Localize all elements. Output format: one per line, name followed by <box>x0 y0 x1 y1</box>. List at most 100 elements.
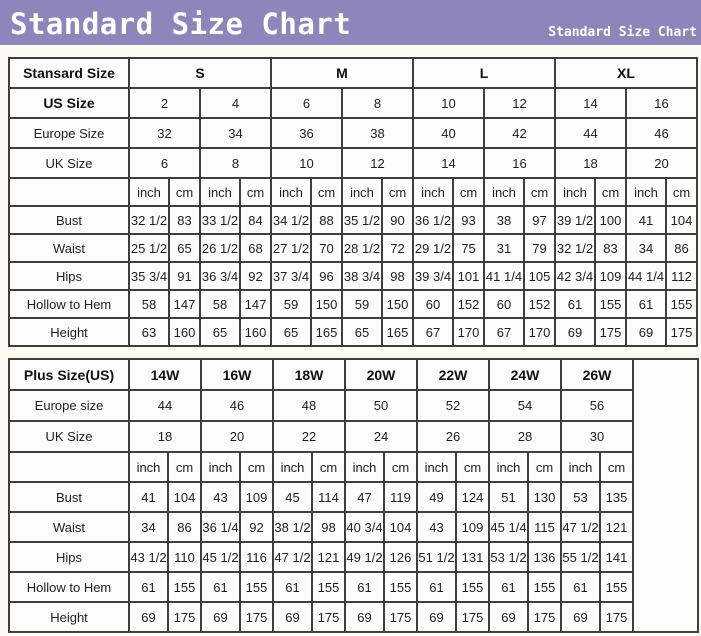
measure-value-cell: 104 <box>665 205 698 235</box>
row-label-cell: Hips <box>8 261 130 291</box>
row-label-cell: Europe size <box>8 389 130 422</box>
row-label-cell: Hips <box>8 541 130 573</box>
size-group-cell: XL <box>554 57 698 89</box>
unit-cell: cm <box>239 451 274 483</box>
plus-size-table: Plus Size(US) 14W 16W 18W 20W 22W 24W 26W Europe… <box>8 358 699 633</box>
measure-value-cell: 109 <box>594 261 627 291</box>
measure-value-cell: 155 <box>599 571 634 603</box>
row-label-cell: Europe Size <box>8 117 130 149</box>
size-group-cell: 14W <box>128 358 202 391</box>
measure-value-cell: 40 3/4 <box>344 511 385 543</box>
measure-value-cell: 67 <box>483 317 525 347</box>
measure-value-cell: 61 <box>344 571 385 603</box>
measure-value-cell: 43 1/2 <box>128 541 169 573</box>
row-label-cell: UK Size <box>8 147 130 179</box>
measure-value-cell: 147 <box>168 289 201 319</box>
measure-value-cell: 175 <box>383 601 418 633</box>
row-label-cell: Bust <box>8 205 130 235</box>
unit-cell: inch <box>344 451 385 483</box>
row-label-cell: UK Size <box>8 420 130 453</box>
unit-cell: inch <box>560 451 601 483</box>
unit-cell: inch <box>128 451 169 483</box>
measure-value-cell: 67 <box>412 317 454 347</box>
size-value-cell: 12 <box>341 147 414 179</box>
measure-value-cell: 110 <box>167 541 202 573</box>
unit-cell: cm <box>452 177 485 207</box>
unit-cell: cm <box>599 451 634 483</box>
measure-value-cell: 45 1/4 <box>488 511 529 543</box>
measure-value-cell: 29 1/2 <box>412 233 454 263</box>
measure-value-cell: 155 <box>311 571 346 603</box>
measure-value-cell: 155 <box>665 289 698 319</box>
measure-value-cell: 36 1/2 <box>412 205 454 235</box>
measure-value-cell: 92 <box>239 261 272 291</box>
measure-value-cell: 69 <box>488 601 529 633</box>
measure-value-cell: 175 <box>599 601 634 633</box>
measure-value-cell: 155 <box>527 571 562 603</box>
measure-value-cell: 55 1/2 <box>560 541 601 573</box>
size-value-cell: 6 <box>128 147 201 179</box>
unit-cell: cm <box>523 177 556 207</box>
size-value-cell: 34 <box>199 117 272 149</box>
measure-value-cell: 119 <box>383 481 418 513</box>
measure-value-cell: 175 <box>311 601 346 633</box>
measure-value-cell: 42 3/4 <box>554 261 596 291</box>
measure-value-cell: 109 <box>455 511 490 543</box>
row-label-cell: Height <box>8 317 130 347</box>
measure-value-cell: 61 <box>128 571 169 603</box>
size-value-cell: 40 <box>412 117 485 149</box>
unit-cell: cm <box>381 177 414 207</box>
measure-value-cell: 45 1/2 <box>200 541 241 573</box>
measure-value-cell: 41 <box>625 205 667 235</box>
measure-value-cell: 69 <box>625 317 667 347</box>
size-value-cell: 52 <box>416 389 490 422</box>
measure-value-cell: 155 <box>239 571 274 603</box>
measure-value-cell: 86 <box>665 233 698 263</box>
measure-value-cell: 25 1/2 <box>128 233 170 263</box>
measure-value-cell: 44 1/4 <box>625 261 667 291</box>
measure-value-cell: 126 <box>383 541 418 573</box>
size-value-cell: 6 <box>270 87 343 119</box>
size-value-cell: 44 <box>554 117 627 149</box>
measure-value-cell: 90 <box>381 205 414 235</box>
size-value-cell: 54 <box>488 389 562 422</box>
measure-value-cell: 34 1/2 <box>270 205 312 235</box>
measure-value-cell: 53 <box>560 481 601 513</box>
unit-cell: cm <box>383 451 418 483</box>
unit-cell: cm <box>311 451 346 483</box>
measure-value-cell: 41 1/4 <box>483 261 525 291</box>
measure-value-cell: 93 <box>452 205 485 235</box>
measure-value-cell: 98 <box>381 261 414 291</box>
measure-value-cell: 32 1/2 <box>128 205 170 235</box>
measure-value-cell: 175 <box>527 601 562 633</box>
size-value-cell: 14 <box>554 87 627 119</box>
size-value-cell: 46 <box>625 117 698 149</box>
measure-value-cell: 36 3/4 <box>199 261 241 291</box>
size-value-cell: 22 <box>272 420 346 453</box>
empty-column-cell <box>632 358 699 633</box>
size-value-cell: 32 <box>128 117 201 149</box>
measure-value-cell: 69 <box>344 601 385 633</box>
measure-value-cell: 175 <box>455 601 490 633</box>
measure-value-cell: 96 <box>310 261 343 291</box>
measure-value-cell: 60 <box>483 289 525 319</box>
measure-value-cell: 91 <box>168 261 201 291</box>
size-group-cell: 18W <box>272 358 346 391</box>
unit-cell: cm <box>310 177 343 207</box>
measure-value-cell: 36 1/4 <box>200 511 241 543</box>
measure-value-cell: 41 <box>128 481 169 513</box>
measure-value-cell: 70 <box>310 233 343 263</box>
unit-cell: cm <box>527 451 562 483</box>
measure-value-cell: 155 <box>383 571 418 603</box>
size-value-cell: 44 <box>128 389 202 422</box>
size-value-cell: 30 <box>560 420 634 453</box>
measure-value-cell: 115 <box>527 511 562 543</box>
size-value-cell: 14 <box>412 147 485 179</box>
size-value-cell: 26 <box>416 420 490 453</box>
size-value-cell: 28 <box>488 420 562 453</box>
measure-value-cell: 150 <box>310 289 343 319</box>
unit-cell: inch <box>200 451 241 483</box>
measure-value-cell: 160 <box>239 317 272 347</box>
measure-value-cell: 114 <box>311 481 346 513</box>
unit-cell: cm <box>239 177 272 207</box>
